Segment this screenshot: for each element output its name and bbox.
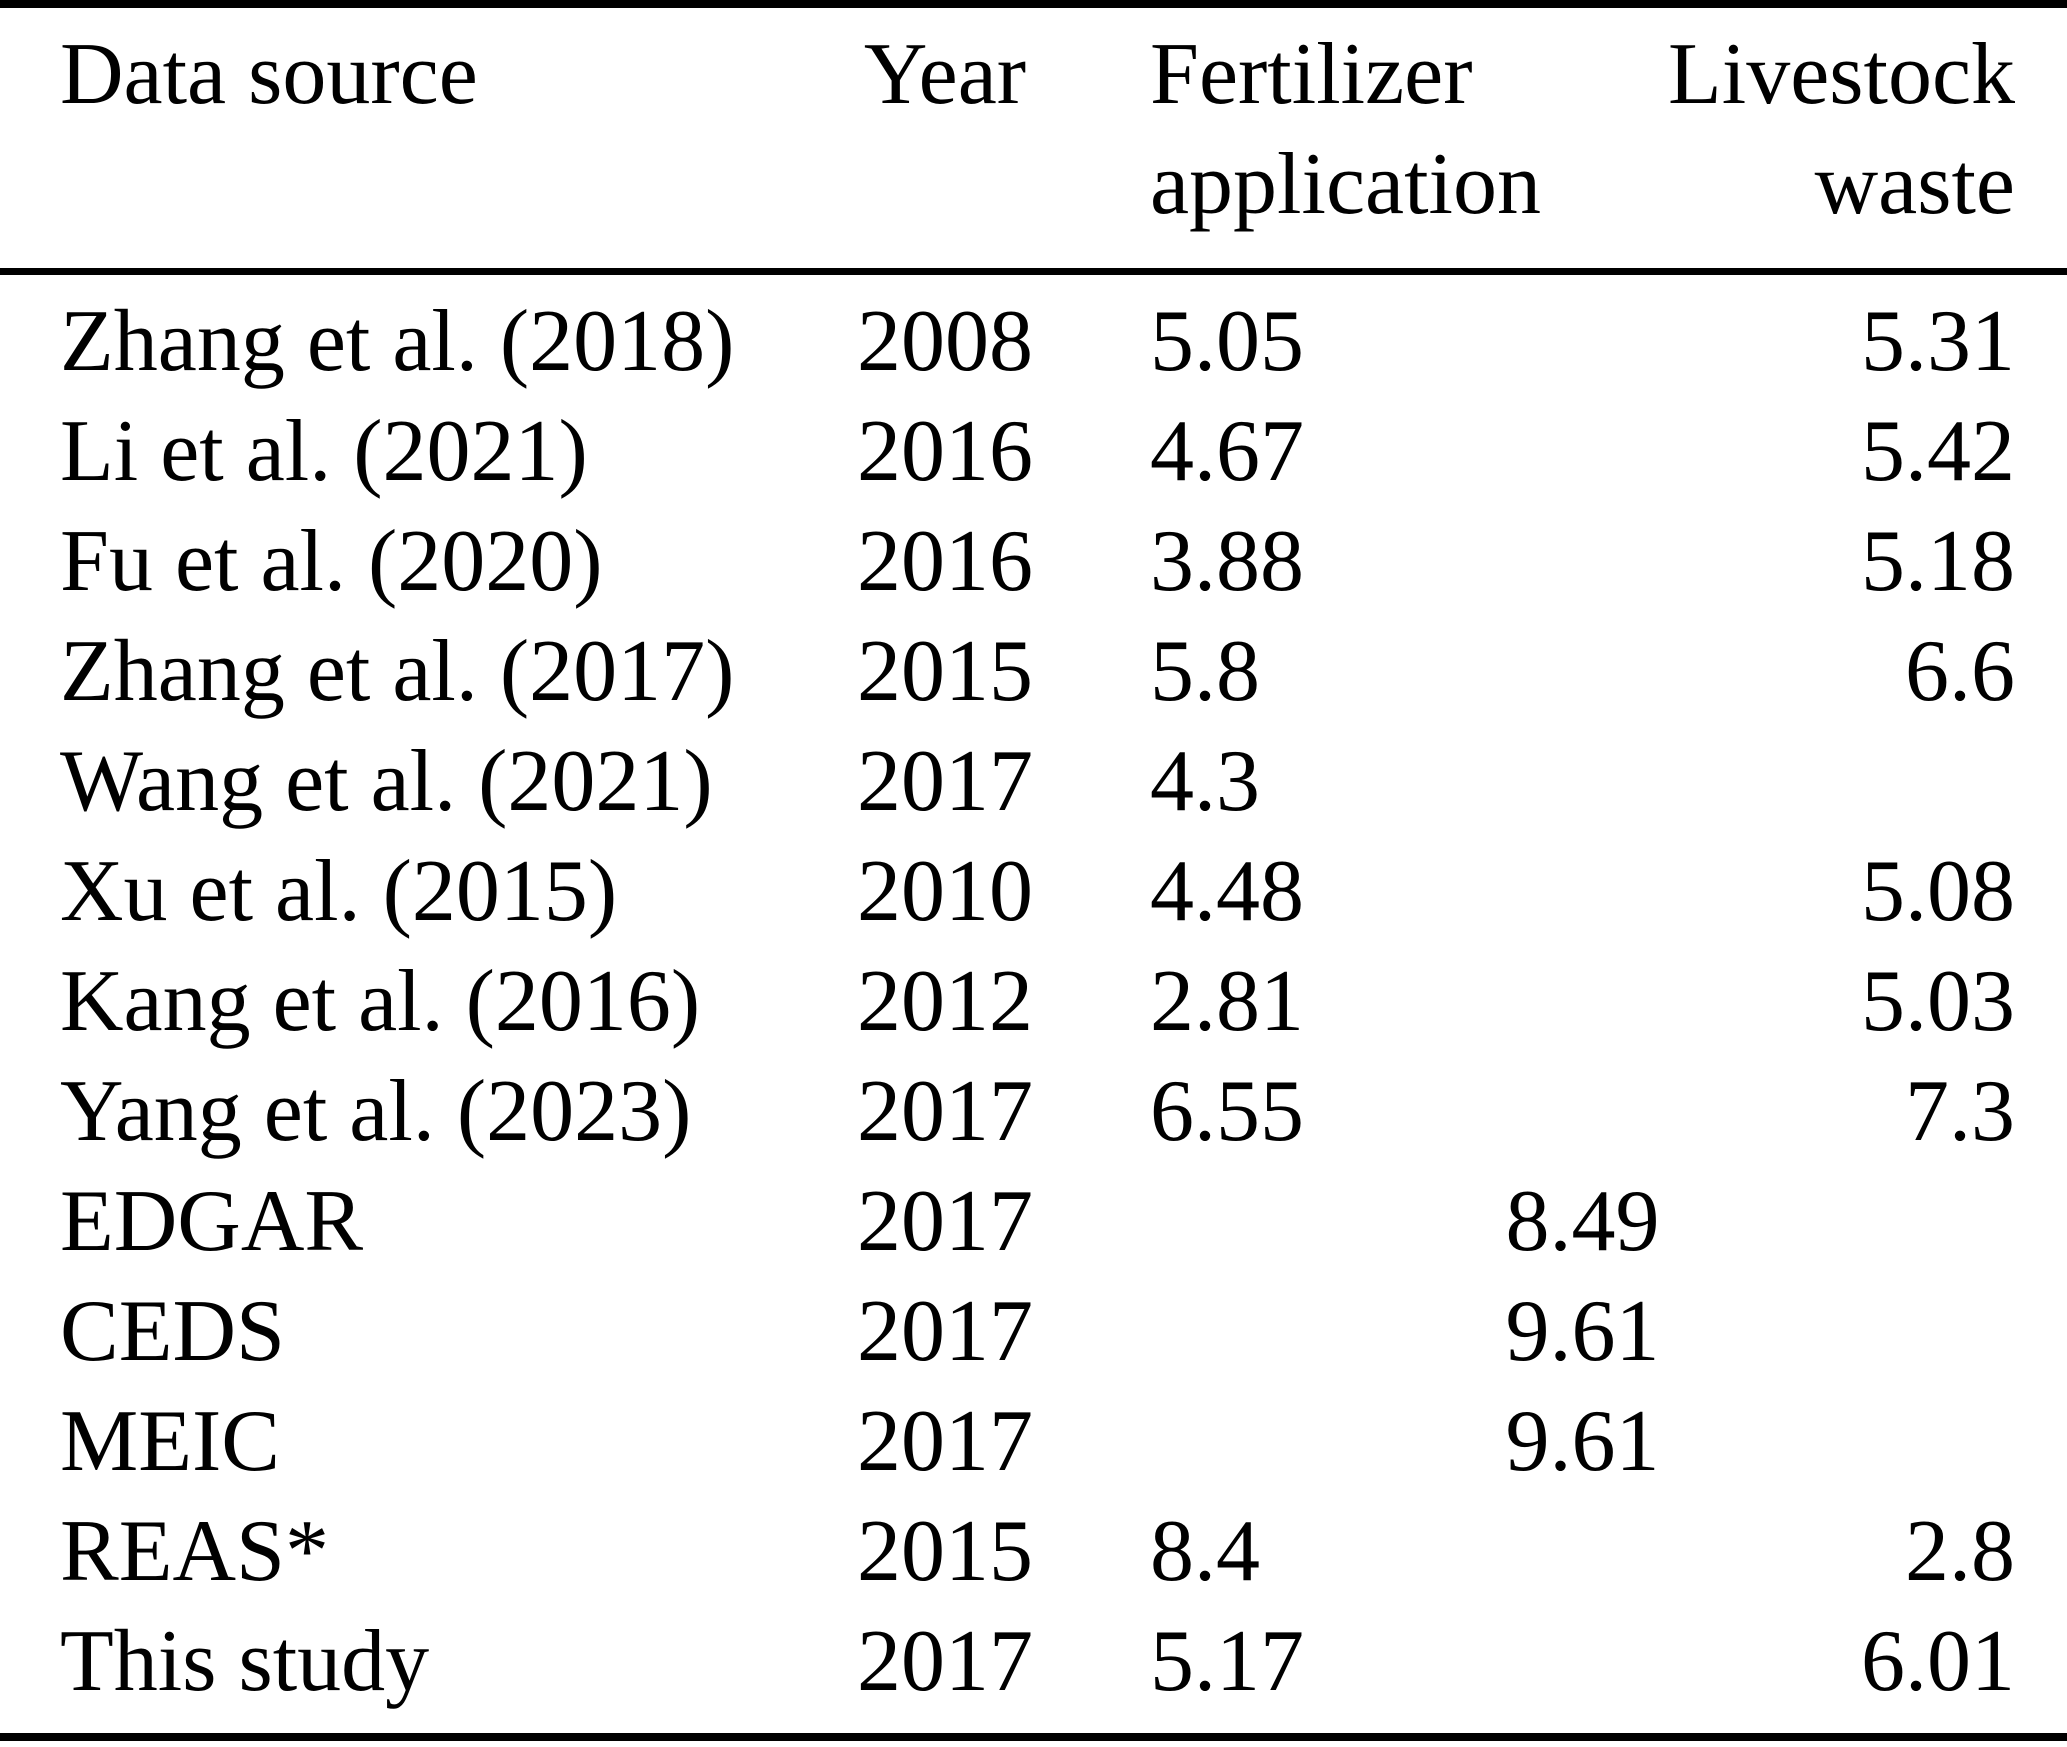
cell-livestock-waste: 6.6 xyxy=(1905,622,2015,720)
cell-combined-value: 8.49 xyxy=(1505,1172,1660,1270)
cell-fertilizer-application: 2.81 xyxy=(1150,952,1304,1050)
table-row: This study 2017 5.17 6.01 xyxy=(0,1607,2067,1737)
cell-combined-value: 9.61 xyxy=(1505,1282,1660,1380)
cell-livestock-waste: 5.03 xyxy=(1861,952,2015,1050)
table-header: Data source Year Fertilizer application … xyxy=(0,4,2067,271)
cell-data-source: Xu et al. (2015) xyxy=(60,842,618,940)
cell-year: 2012 xyxy=(857,952,1033,1050)
cell-data-source: EDGAR xyxy=(60,1172,364,1270)
cell-year: 2010 xyxy=(857,842,1033,940)
col-header-data-source: Data source xyxy=(60,26,478,123)
cell-data-source: This study xyxy=(60,1612,430,1710)
cell-livestock-waste: 6.01 xyxy=(1861,1612,2015,1710)
cell-year: 2015 xyxy=(857,1502,1033,1600)
table-row: Li et al. (2021) 2016 4.67 5.42 xyxy=(0,397,2067,507)
table-row: Fu et al. (2020) 2016 3.88 5.18 xyxy=(0,507,2067,617)
table-body: Zhang et al. (2018) 2008 5.05 5.31 Li et al.… xyxy=(0,271,2067,1737)
table-row: Yang et al. (2023) 2017 6.55 7.3 xyxy=(0,1057,2067,1167)
header-row: Data source Year Fertilizer application … xyxy=(0,4,2067,271)
cell-year: 2017 xyxy=(857,1392,1033,1490)
cell-year: 2017 xyxy=(857,732,1033,830)
cell-data-source: MEIC xyxy=(60,1392,280,1490)
cell-data-source: REAS* xyxy=(60,1502,329,1600)
cell-data-source: Zhang et al. (2018) xyxy=(60,292,735,390)
cell-data-source: Zhang et al. (2017) xyxy=(60,622,735,720)
col-header-fertilizer-application: Fertilizer application xyxy=(1150,26,1541,233)
cell-data-source: Yang et al. (2023) xyxy=(60,1062,692,1160)
table-row: Kang et al. (2016) 2012 2.81 5.03 xyxy=(0,947,2067,1057)
cell-year: 2008 xyxy=(857,292,1033,390)
cell-data-source: Li et al. (2021) xyxy=(60,402,588,500)
cell-livestock-waste: 5.08 xyxy=(1861,842,2015,940)
cell-year: 2017 xyxy=(857,1172,1033,1270)
cell-year: 2016 xyxy=(857,402,1033,500)
cell-livestock-waste: 7.3 xyxy=(1905,1062,2015,1160)
cell-combined-value: 9.61 xyxy=(1505,1392,1660,1490)
cell-fertilizer-application: 3.88 xyxy=(1150,512,1304,610)
cell-year: 2017 xyxy=(857,1062,1033,1160)
col-header-livestock-waste: Livestock waste xyxy=(1667,26,2015,233)
cell-data-source: Fu et al. (2020) xyxy=(60,512,603,610)
col-header-year: Year xyxy=(863,26,1027,123)
table-row: Wang et al. (2021) 2017 4.3 xyxy=(0,727,2067,837)
cell-year: 2016 xyxy=(857,512,1033,610)
cell-fertilizer-application: 5.8 xyxy=(1150,622,1260,720)
cell-fertilizer-application: 8.4 xyxy=(1150,1502,1260,1600)
cell-data-source: Wang et al. (2021) xyxy=(60,732,713,830)
cell-livestock-waste: 5.18 xyxy=(1861,512,2015,610)
cell-livestock-waste: 5.42 xyxy=(1861,402,2015,500)
table-row: Zhang et al. (2017) 2015 5.8 6.6 xyxy=(0,617,2067,727)
cell-fertilizer-application: 6.55 xyxy=(1150,1062,1304,1160)
cell-livestock-waste xyxy=(1550,727,2067,837)
cell-fertilizer-application: 5.17 xyxy=(1150,1612,1304,1710)
cell-livestock-waste: 5.31 xyxy=(1861,292,2015,390)
table-row: EDGAR 2017 8.49 xyxy=(0,1167,2067,1277)
cell-data-source: Kang et al. (2016) xyxy=(60,952,701,1050)
cell-fertilizer-application: 5.05 xyxy=(1150,292,1304,390)
cell-fertilizer-application: 4.3 xyxy=(1150,732,1260,830)
table-row: CEDS 2017 9.61 xyxy=(0,1277,2067,1387)
table-row: REAS* 2015 8.4 2.8 xyxy=(0,1497,2067,1607)
cell-year: 2017 xyxy=(857,1612,1033,1710)
cell-year: 2017 xyxy=(857,1282,1033,1380)
table-row: Zhang et al. (2018) 2008 5.05 5.31 xyxy=(0,271,2067,397)
cell-livestock-waste: 2.8 xyxy=(1905,1502,2015,1600)
cell-year: 2015 xyxy=(857,622,1033,720)
cell-data-source: CEDS xyxy=(60,1282,285,1380)
cell-fertilizer-application: 4.67 xyxy=(1150,402,1304,500)
cell-fertilizer-application: 4.48 xyxy=(1150,842,1304,940)
table-row: Xu et al. (2015) 2010 4.48 5.08 xyxy=(0,837,2067,947)
table-row: MEIC 2017 9.61 xyxy=(0,1387,2067,1497)
